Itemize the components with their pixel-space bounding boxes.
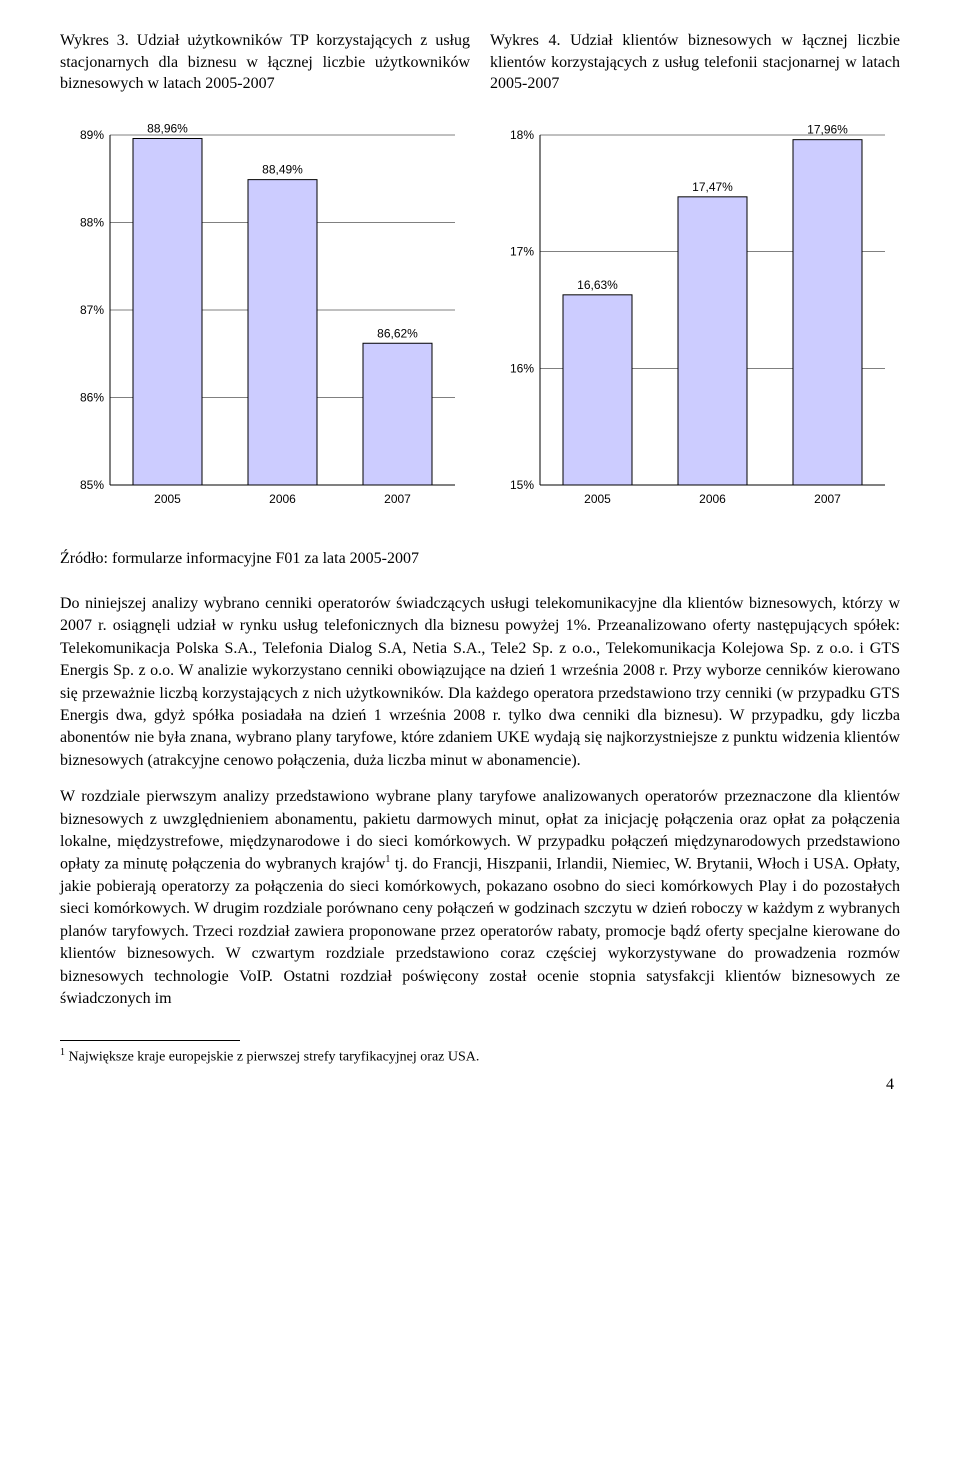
svg-text:2006: 2006 xyxy=(699,492,726,506)
svg-text:17,47%: 17,47% xyxy=(692,180,733,194)
svg-text:85%: 85% xyxy=(80,478,104,492)
source-line: Źródło: formularze informacyjne F01 za l… xyxy=(60,550,900,568)
svg-text:86%: 86% xyxy=(80,391,104,405)
svg-text:2007: 2007 xyxy=(384,492,411,506)
chart-right-title: Wykres 4. Udział klientów biznesowych w … xyxy=(490,30,900,100)
paragraph-1: Do niniejszej analizy wybrano cenniki op… xyxy=(60,593,900,772)
page-number: 4 xyxy=(60,1076,900,1094)
svg-text:88%: 88% xyxy=(80,216,104,230)
paragraph-2: W rozdziale pierwszym analizy przedstawi… xyxy=(60,786,900,1010)
svg-text:17,96%: 17,96% xyxy=(807,123,848,137)
svg-text:88,96%: 88,96% xyxy=(147,122,188,136)
svg-text:89%: 89% xyxy=(80,128,104,142)
svg-text:2005: 2005 xyxy=(584,492,611,506)
svg-text:15%: 15% xyxy=(510,478,534,492)
charts-row: Wykres 3. Udział użytkowników TP korzyst… xyxy=(60,30,900,520)
svg-text:16,63%: 16,63% xyxy=(577,278,618,292)
footnote: 1 Największe kraje europejskie z pierwsz… xyxy=(60,1047,900,1066)
svg-text:86,62%: 86,62% xyxy=(377,326,418,340)
chart-left-wrapper: Wykres 3. Udział użytkowników TP korzyst… xyxy=(60,30,470,520)
svg-text:17%: 17% xyxy=(510,245,534,259)
svg-text:2006: 2006 xyxy=(269,492,296,506)
chart-right-wrapper: Wykres 4. Udział klientów biznesowych w … xyxy=(490,30,900,520)
footnote-text: Największe kraje europejskie z pierwszej… xyxy=(69,1050,480,1065)
svg-text:2007: 2007 xyxy=(814,492,841,506)
chart-left-title: Wykres 3. Udział użytkowników TP korzyst… xyxy=(60,30,470,100)
svg-text:87%: 87% xyxy=(80,303,104,317)
chart-right-svg: 15% 16% 17% 18% 16,63% 2005 17,47% 2006 17,96% 20… xyxy=(490,115,900,515)
svg-text:16%: 16% xyxy=(510,361,534,375)
svg-text:88,49%: 88,49% xyxy=(262,163,303,177)
footnote-separator xyxy=(60,1040,240,1041)
chart-left-svg: 85% 86% 87% 88% 89% 88,96% 2005 88,49% 2006 86,62… xyxy=(60,115,470,515)
footnote-num: 1 xyxy=(60,1047,65,1058)
svg-text:2005: 2005 xyxy=(154,492,181,506)
para2-after-sup: tj. do Francji, Hiszpanii, Irlandii, Nie… xyxy=(60,856,900,1007)
svg-text:18%: 18% xyxy=(510,128,534,142)
